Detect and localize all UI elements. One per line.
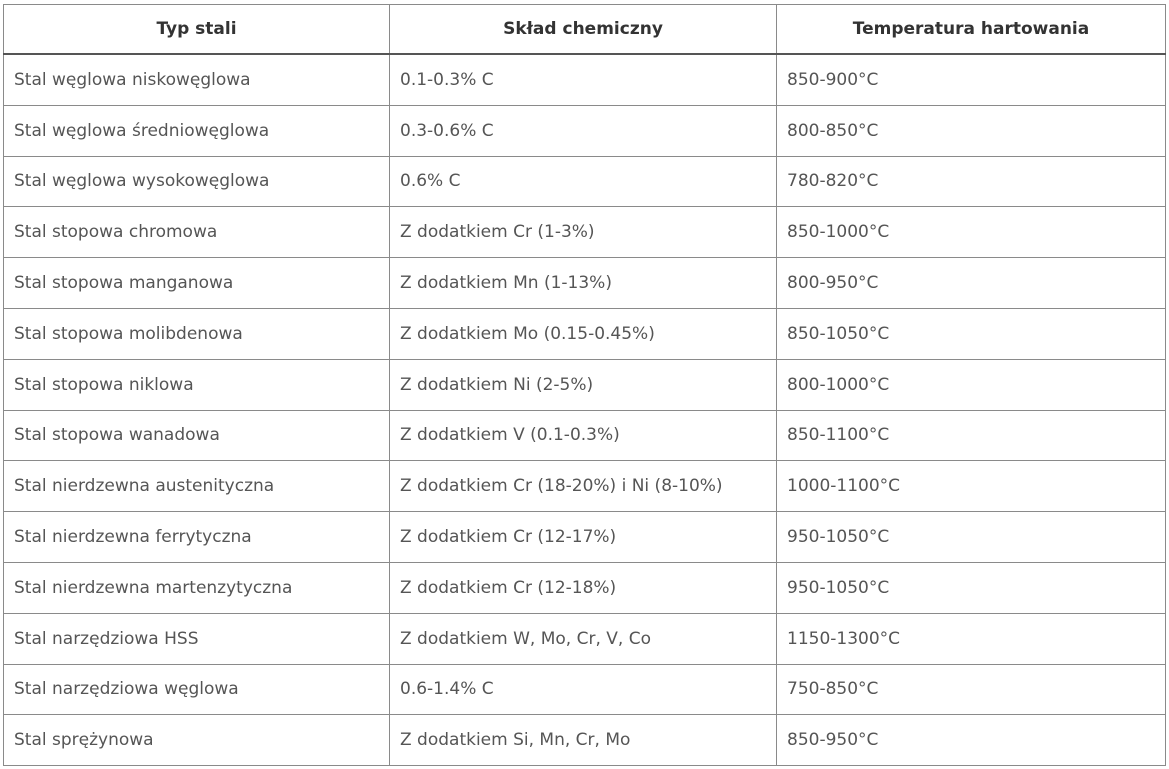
table-cell: 850-900°C [776,53,1166,106]
table-cell: 950-1050°C [776,511,1166,563]
table-cell: 0.6-1.4% C [389,663,777,716]
table-cell: 850-1100°C [776,409,1166,462]
table-row: Stal węglowa niskowęglowa 0.1-0.3% C 850-9… [3,53,1166,106]
table-cell: Z dodatkiem W, Mo, Cr, V, Co [389,612,777,665]
table-row: Stal narzędziowa węglowa 0.6-1.4% C 750-85… [3,663,1166,716]
table-cell: 780-820°C [776,155,1166,208]
header-cell: Skład chemiczny [389,4,777,55]
table-cell: Stal nierdzewna austenityczna [3,460,390,513]
table-row: Stal nierdzewna austenityczna Z dodatkiem… [3,460,1166,513]
table-cell: Stal stopowa niklowa [3,358,390,411]
table-cell: Stal stopowa manganowa [3,257,390,309]
table-cell: Stal nierdzewna martenzytyczna [3,561,390,614]
table-cell: 0.6% C [389,155,777,208]
table-cell: Z dodatkiem Ni (2-5%) [389,358,777,411]
table-cell: 850-1000°C [776,206,1166,259]
table-header: Typ stali Skład chemiczny Temperatura hart… [3,4,1166,55]
table-cell: 0.3-0.6% C [389,104,777,157]
table-cell: Stal nierdzewna ferrytyczna [3,511,390,563]
header-row: Typ stali Skład chemiczny Temperatura hart… [3,4,1166,55]
header-cell: Typ stali [3,4,390,55]
table-row: Stal stopowa niklowa Z dodatkiem Ni (2-5%… [3,358,1166,411]
table-row: Stal narzędziowa HSS Z dodatkiem W, Mo, C… [3,612,1166,665]
table-cell: Z dodatkiem Cr (1-3%) [389,206,777,259]
table-cell: Stal węglowa wysokowęglowa [3,155,390,208]
table-cell: 1000-1100°C [776,460,1166,513]
table-row: Stal stopowa molibdenowa Z dodatkiem Mo (… [3,307,1166,360]
table-cell: 0.1-0.3% C [389,53,777,106]
table-row: Stal węglowa średniowęglowa 0.3-0.6% C 800… [3,104,1166,157]
steel-table: Typ stali Skład chemiczny Temperatura hart… [3,4,1166,767]
table-cell: Z dodatkiem V (0.1-0.3%) [389,409,777,462]
table-row: Stal węglowa wysokowęglowa 0.6% C 780-820°… [3,155,1166,208]
table-cell: Z dodatkiem Cr (12-18%) [389,561,777,614]
table-cell: Stal stopowa molibdenowa [3,307,390,360]
table-cell: 1150-1300°C [776,612,1166,665]
header-cell: Temperatura hartowania [776,4,1166,55]
table-cell: 850-1050°C [776,307,1166,360]
table-cell: Stal stopowa wanadowa [3,409,390,462]
table-body: Stal węglowa niskowęglowa 0.1-0.3% C 850-9… [3,53,1166,767]
table-cell: Z dodatkiem Cr (18-20%) i Ni (8-10%) [389,460,777,513]
table-row: Stal stopowa manganowa Z dodatkiem Mn (1-… [3,257,1166,309]
table-cell: Stal narzędziowa węglowa [3,663,390,716]
table-cell: Stal węglowa średniowęglowa [3,104,390,157]
table-cell: Z dodatkiem Mo (0.15-0.45%) [389,307,777,360]
table-cell: 950-1050°C [776,561,1166,614]
table-row: Stal nierdzewna martenzytyczna Z dodatkie… [3,561,1166,614]
table-cell: Z dodatkiem Si, Mn, Cr, Mo [389,714,777,767]
table-cell: Stal narzędziowa HSS [3,612,390,665]
table-cell: Z dodatkiem Cr (12-17%) [389,511,777,563]
table-cell: 800-1000°C [776,358,1166,411]
table-row: Stal stopowa wanadowa Z dodatkiem V (0.1-… [3,409,1166,462]
table-row: Stal sprężynowa Z dodatkiem Si, Mn, Cr, M… [3,714,1166,767]
table-cell: Stal stopowa chromowa [3,206,390,259]
table-cell: Stal sprężynowa [3,714,390,767]
table-row: Stal nierdzewna ferrytyczna Z dodatkiem C… [3,511,1166,563]
table-row: Stal stopowa chromowa Z dodatkiem Cr (1-3… [3,206,1166,259]
table-cell: 800-850°C [776,104,1166,157]
table-cell: Z dodatkiem Mn (1-13%) [389,257,777,309]
table-cell: 850-950°C [776,714,1166,767]
table-cell: Stal węglowa niskowęglowa [3,53,390,106]
table-cell: 800-950°C [776,257,1166,309]
table-cell: 750-850°C [776,663,1166,716]
